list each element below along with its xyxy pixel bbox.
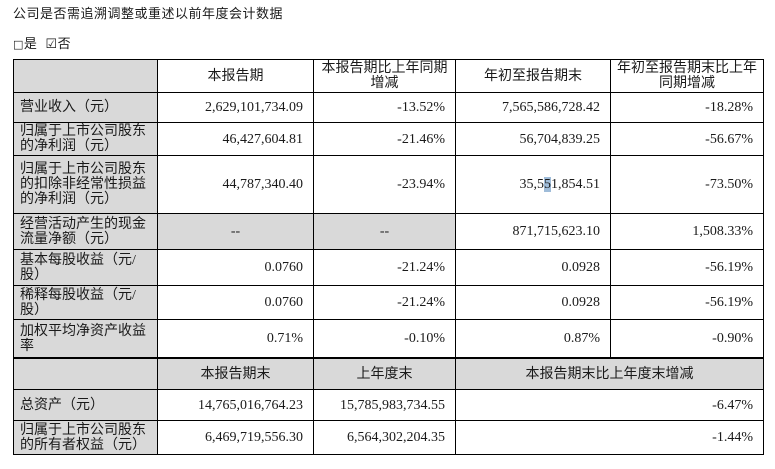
row-label-revenue: 营业收入（元） [13, 92, 158, 123]
value-cell: -21.46% [313, 122, 456, 156]
checkbox-no-label: 否 [57, 36, 72, 51]
row-label-owners-equity: 归属于上市公司股东的所有者权益（元） [13, 420, 158, 455]
restatement-question-text: 公司是否需追溯调整或重述以前年度会计数据 [13, 6, 284, 21]
value-cell: 0.0760 [157, 285, 314, 320]
value-cell: -21.24% [313, 285, 456, 320]
quarterly-report-table: 本报告期 本报告期比上年同期增减 年初至报告期末 年初至报告期末比上年同期增减 … [13, 59, 764, 358]
value-cell: -56.67% [610, 122, 764, 156]
document-page: 公司是否需追溯调整或重述以前年度会计数据 □是 ☑否 本报告期 本报告期比上年同期… [13, 6, 764, 455]
checkbox-yes-label: 是 [23, 36, 38, 51]
table-row-owners-equity: 归属于上市公司股东的所有者权益（元） 6,469,719,556.30 6,56… [13, 420, 764, 455]
value-cell: 6,564,302,204.35 [313, 420, 456, 455]
value-cell: -0.10% [313, 319, 456, 358]
checkbox-checked-icon: ☑ [45, 37, 58, 52]
header-blank-cell [13, 358, 158, 390]
col-header-period-yoy-change: 本报告期比上年同期增减 [313, 59, 456, 93]
value-cell: -6.47% [455, 389, 764, 421]
value-cell: -13.52% [313, 92, 456, 123]
report-header-row: 本报告期 本报告期比上年同期增减 年初至报告期末 年初至报告期末比上年同期增减 [13, 59, 764, 93]
col-header-end-of-period: 本报告期末 [157, 358, 314, 390]
value-cell: 14,765,016,764.23 [157, 389, 314, 421]
value-cell: 56,704,839.25 [455, 122, 611, 156]
row-label-weighted-avg-roe: 加权平均净资产收益率 [13, 319, 158, 358]
col-header-ytd-yoy-change: 年初至报告期末比上年同期增减 [610, 59, 764, 93]
checkbox-no-option: ☑否 [45, 36, 72, 52]
table-row-diluted-eps: 稀释每股收益（元/股） 0.0760 -21.24% 0.0928 -56.19… [13, 285, 764, 320]
row-label-basic-eps: 基本每股收益（元/股） [13, 249, 158, 286]
value-cell: -56.19% [610, 285, 764, 320]
col-header-current-period: 本报告期 [157, 59, 314, 93]
row-label-net-profit: 归属于上市公司股东的净利润（元） [13, 122, 158, 156]
value-cell: 7,565,586,728.42 [455, 92, 611, 123]
value-cell: 0.71% [157, 319, 314, 358]
restatement-checkbox-group: □是 ☑否 [13, 35, 763, 53]
highlighted-digit: 5 [544, 177, 551, 192]
table-row-net-profit-excl-nonrecurring: 归属于上市公司股东的扣除非经常性损益的净利润（元） 44,787,340.40 … [13, 155, 764, 214]
value-cell: 0.87% [455, 319, 611, 358]
value-cell-na: -- [157, 213, 314, 250]
table-row-basic-eps: 基本每股收益（元/股） 0.0760 -21.24% 0.0928 -56.19… [13, 249, 764, 286]
col-header-change-vs-prior-year-end: 本报告期末比上年度末增减 [455, 358, 764, 390]
value-cell: -1.44% [455, 420, 764, 455]
balance-header-row: 本报告期末 上年度末 本报告期末比上年度末增减 [13, 358, 764, 390]
value-cell: 871,715,623.10 [455, 213, 611, 250]
value-cell: -23.94% [313, 155, 456, 214]
value-text: 35,5 [519, 177, 545, 192]
value-cell: -0.90% [610, 319, 764, 358]
value-cell: 0.0760 [157, 249, 314, 286]
value-cell: 2,629,101,734.09 [157, 92, 314, 123]
value-cell: 0.0928 [455, 249, 611, 286]
row-label-operating-cash-flow: 经营活动产生的现金流量净额（元） [13, 213, 158, 250]
value-cell: 46,427,604.81 [157, 122, 314, 156]
balance-sheet-summary-table: 本报告期末 上年度末 本报告期末比上年度末增减 总资产（元） 14,765,01… [13, 358, 764, 455]
value-cell-na: -- [313, 213, 456, 250]
col-header-ytd: 年初至报告期末 [455, 59, 611, 93]
row-label-net-profit-excl-nonrecurring: 归属于上市公司股东的扣除非经常性损益的净利润（元） [13, 155, 158, 214]
value-cell: 6,469,719,556.30 [157, 420, 314, 455]
value-text: 1,854.51 [551, 177, 600, 192]
table-row-operating-cash-flow: 经营活动产生的现金流量净额（元） -- -- 871,715,623.10 1,… [13, 213, 764, 250]
value-cell: 0.0928 [455, 285, 611, 320]
value-cell: -56.19% [610, 249, 764, 286]
value-cell: -21.24% [313, 249, 456, 286]
table-row-net-profit: 归属于上市公司股东的净利润（元） 46,427,604.81 -21.46% 5… [13, 122, 764, 156]
col-header-end-of-prior-year: 上年度末 [313, 358, 456, 390]
value-cell: -18.28% [610, 92, 764, 123]
checkbox-unchecked-icon: □ [13, 38, 24, 51]
value-cell: 44,787,340.40 [157, 155, 314, 214]
row-label-diluted-eps: 稀释每股收益（元/股） [13, 285, 158, 320]
value-cell: 15,785,983,734.55 [313, 389, 456, 421]
table-row-total-assets: 总资产（元） 14,765,016,764.23 15,785,983,734.… [13, 389, 764, 421]
value-cell: -73.50% [610, 155, 764, 214]
value-cell-with-highlight: 35,551,854.51 [455, 155, 611, 214]
table-row-weighted-avg-roe: 加权平均净资产收益率 0.71% -0.10% 0.87% -0.90% [13, 319, 764, 358]
value-cell: 1,508.33% [610, 213, 764, 250]
row-label-total-assets: 总资产（元） [13, 389, 158, 421]
header-blank-cell [13, 59, 158, 93]
checkbox-yes-option: □是 [13, 36, 37, 51]
table-row-revenue: 营业收入（元） 2,629,101,734.09 -13.52% 7,565,5… [13, 92, 764, 123]
